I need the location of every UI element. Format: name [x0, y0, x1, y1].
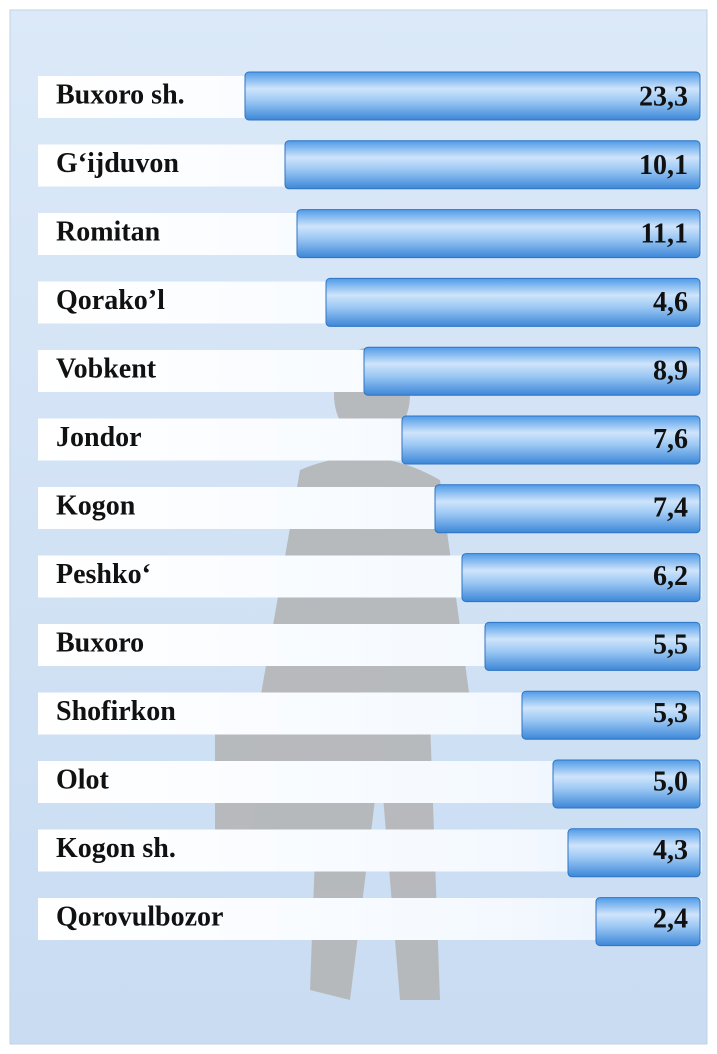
bar-ribbon	[325, 277, 701, 327]
bar-ribbon	[363, 346, 701, 396]
bar-ribbon	[244, 71, 701, 121]
row-label: Jondor	[56, 422, 142, 453]
rows: Buxoro sh. 23,3 G‘ijduvon 10,1 Romitan 11,1 Qo…	[38, 71, 702, 947]
row-label: Qorovulbozor	[56, 901, 223, 932]
row-label: Shofirkon	[56, 696, 176, 727]
row-label: Olot	[56, 764, 110, 795]
bar-ribbon	[284, 140, 701, 190]
bar-ribbon	[552, 759, 701, 809]
row-value: 8,9	[653, 355, 688, 386]
row-value: 11,1	[641, 218, 688, 249]
row-value: 5,3	[653, 698, 688, 729]
row-label: Buxoro	[56, 627, 144, 658]
row-value: 10,1	[639, 150, 688, 181]
bar-ribbon	[401, 415, 701, 465]
row-label: Kogon	[56, 490, 136, 521]
row-value: 7,6	[653, 424, 688, 455]
row-label: Qorako’l	[56, 285, 165, 316]
bar-ribbon	[567, 828, 701, 878]
row-value: 5,5	[653, 629, 688, 660]
bar-ribbon	[521, 690, 701, 740]
row-label: Peshko‘	[56, 559, 151, 590]
row-value: 4,3	[653, 835, 688, 866]
label-strip	[38, 898, 702, 940]
bar-ribbon	[296, 209, 701, 259]
row-value: 5,0	[653, 766, 688, 797]
row-label: G‘ijduvon	[56, 148, 179, 179]
row-label: Kogon sh.	[56, 833, 176, 864]
row-value: 7,4	[653, 492, 688, 523]
row-value: 6,2	[653, 561, 688, 592]
row-label: Romitan	[56, 216, 161, 247]
bar-ribbon	[461, 553, 701, 603]
bar-ribbon	[595, 897, 701, 947]
row-value: 23,3	[639, 81, 688, 112]
bar-ribbon	[484, 621, 701, 671]
row-label: Vobkent	[56, 353, 157, 384]
row-value: 4,6	[653, 287, 688, 318]
bar-ribbon	[434, 484, 701, 534]
row-label: Buxoro sh.	[56, 79, 185, 110]
row-value: 2,4	[653, 903, 688, 934]
